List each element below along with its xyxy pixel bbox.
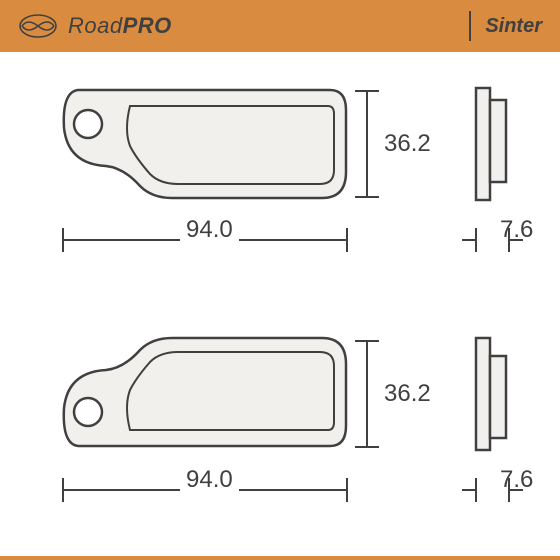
brand-name: RoadPRO — [68, 13, 172, 39]
pad-bottom-shape-icon — [32, 312, 350, 454]
bottom-border — [0, 556, 560, 560]
header-bar: RoadPRO Sinter — [0, 0, 560, 52]
dim-height-top: 36.2 — [384, 130, 431, 158]
pad-bottom-front — [32, 312, 350, 454]
diagram-area: 36.2 94.0 7.6 36 — [0, 52, 560, 560]
dim-width-top: 94.0 — [180, 216, 239, 244]
header-right: Sinter — [469, 11, 542, 41]
header-left: RoadPRO — [18, 13, 172, 39]
brand-prefix: Road — [68, 13, 123, 38]
dim-thick-top: 7.6 — [500, 216, 533, 244]
pad-top-side — [470, 86, 514, 202]
header-right-label: Sinter — [485, 15, 542, 38]
pad-top-shape-icon — [32, 82, 350, 224]
pad-top-front — [32, 82, 350, 224]
header-separator — [469, 11, 471, 41]
pad-bottom-side — [470, 336, 514, 452]
pad-bottom-side-icon — [470, 336, 514, 452]
brand-logo-icon — [18, 13, 58, 39]
dim-line — [462, 239, 476, 241]
dim-line — [366, 340, 368, 448]
dim-width-bottom: 94.0 — [180, 466, 239, 494]
dim-line — [462, 489, 476, 491]
page-root: RoadPRO Sinter 36.2 94.0 — [0, 0, 560, 560]
brand-suffix: PRO — [123, 13, 172, 38]
dim-height-bottom: 36.2 — [384, 380, 431, 408]
dim-line — [366, 90, 368, 198]
pad-top-side-icon — [470, 86, 514, 202]
dim-thick-bottom: 7.6 — [500, 466, 533, 494]
